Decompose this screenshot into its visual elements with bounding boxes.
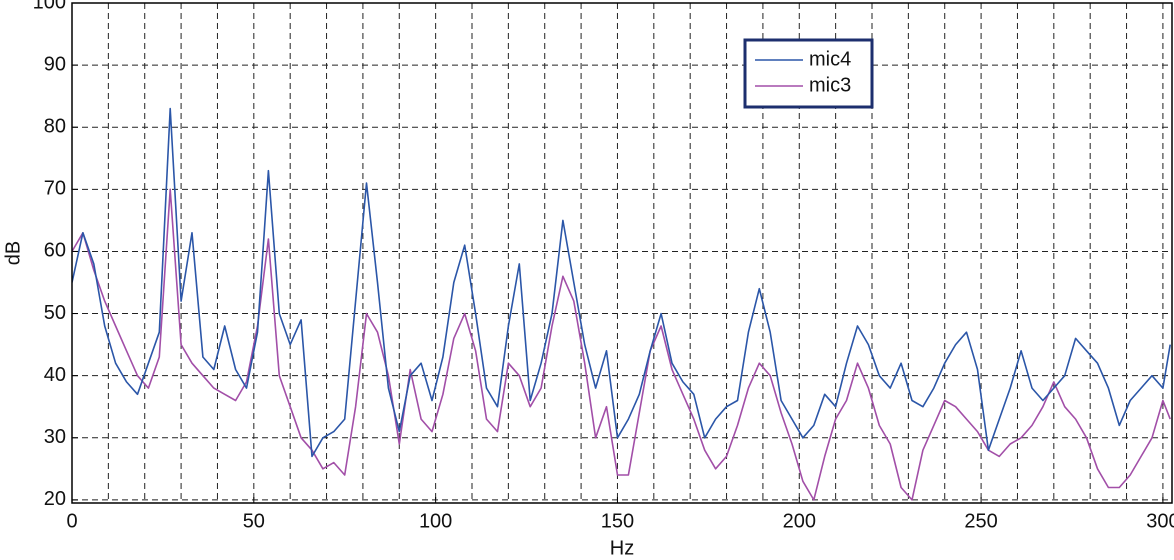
y-tick-label: 30 xyxy=(44,426,66,448)
x-tick-label: 250 xyxy=(964,510,997,532)
y-axis-label: dB xyxy=(2,241,24,265)
x-tick-label: 200 xyxy=(783,510,816,532)
legend-label: mic4 xyxy=(809,48,851,70)
legend-label: mic3 xyxy=(809,74,851,96)
y-tick-label: 100 xyxy=(33,0,66,13)
plot-frame xyxy=(71,2,1173,504)
data-line xyxy=(72,107,1171,458)
y-tick-label: 40 xyxy=(44,364,66,386)
x-tick-label: 0 xyxy=(66,510,77,532)
data-line xyxy=(72,188,1171,501)
y-tick-label: 60 xyxy=(44,240,66,262)
x-tick-label: 50 xyxy=(243,510,265,532)
y-tick-label: 20 xyxy=(44,488,66,510)
x-axis-label: Hz xyxy=(610,537,634,559)
y-tick-label: 70 xyxy=(44,178,66,200)
plot-lines xyxy=(72,107,1171,501)
y-tick-label: 80 xyxy=(44,116,66,138)
y-tick-label: 90 xyxy=(44,53,66,75)
x-tick-label: 300 xyxy=(1146,510,1174,532)
y-tick-label: 50 xyxy=(44,302,66,324)
x-tick-label: 150 xyxy=(601,510,634,532)
x-tick-label: 100 xyxy=(419,510,452,532)
legend-box xyxy=(743,38,874,109)
